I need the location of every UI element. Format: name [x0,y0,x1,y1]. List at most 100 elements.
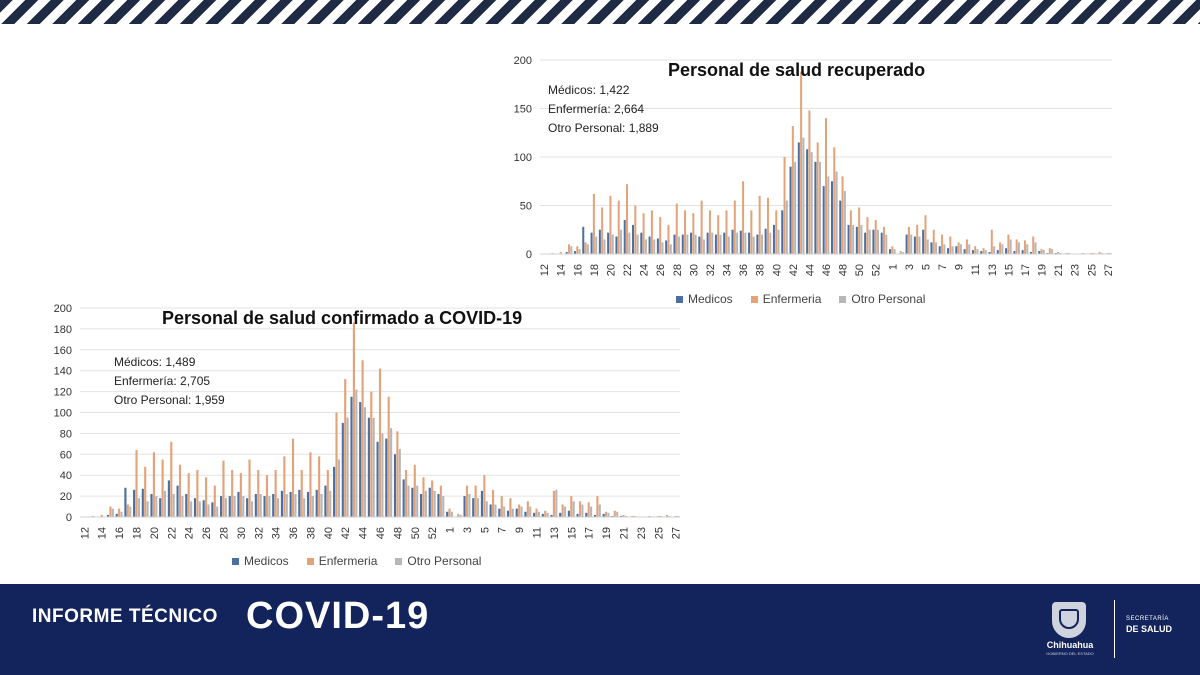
bar-otro-personal [694,234,697,254]
bar-medicos [681,234,684,254]
bar-enfermeria [708,210,711,254]
bar-enfermeria [309,452,312,517]
bar-enfermeria [576,246,579,254]
x-tick-label: 3 [462,527,474,533]
bar-medicos [764,228,767,254]
x-tick-label: 25 [1086,264,1098,276]
annotation-otro: Otro Personal: 1,959 [114,393,225,407]
bar-otro-personal [984,250,987,254]
bar-enfermeria [622,514,625,517]
bar-otro-personal [611,234,614,254]
bar-otro-personal [951,246,954,254]
bar-otro-personal [459,514,462,517]
bar-enfermeria [791,125,794,255]
bar-otro-personal [563,506,567,517]
bar-medicos [350,396,353,517]
x-tick-label: 48 [392,527,404,539]
x-tick-label: 42 [788,264,800,276]
bar-enfermeria [535,508,538,517]
bar-enfermeria [684,210,687,254]
bar-enfermeria [291,438,295,517]
legend-label-enfermeria: Enfermeria [762,292,822,306]
bar-otro-personal [769,232,772,254]
bar-enfermeria [841,176,844,254]
bar-enfermeria [152,452,155,517]
informe-tecnico-label: INFORME TÉCNICO [32,606,218,627]
bar-medicos [480,490,483,517]
legend-label-otro: Otro Personal [851,292,926,306]
bar-otro-personal [424,490,427,517]
bar-enfermeria [874,220,877,254]
bar-otro-personal [381,433,384,517]
bar-otro-personal [372,417,375,517]
bar-enfermeria [899,251,902,254]
bar-medicos [367,417,370,517]
bar-otro-personal [1009,239,1012,254]
y-tick-label: 60 [60,449,72,461]
bar-otro-personal [572,501,575,517]
bar-medicos [938,246,941,254]
bar-otro-personal [668,515,671,517]
y-tick-label: 0 [526,249,532,261]
legend-swatch-otro [395,557,403,565]
legend-swatch-enfermeria [750,295,758,303]
bar-medicos [996,250,999,254]
bar-enfermeria [674,515,677,517]
bar-medicos [582,226,585,254]
x-tick-label: 30 [688,264,700,276]
x-tick-label: 12 [539,264,551,276]
bar-medicos [533,512,536,517]
annotation-enfermeria: Enfermería: 2,705 [114,374,211,388]
bar-medicos [830,181,833,254]
bar-enfermeria [1007,234,1010,254]
bar-otro-personal [677,515,680,517]
bar-medicos [648,236,651,254]
bar-medicos [376,441,379,517]
bar-otro-personal [198,501,201,517]
bar-enfermeria [626,184,629,254]
y-tick-label: 20 [60,491,72,503]
bar-enfermeria [578,501,582,517]
bar-enfermeria [587,502,590,517]
bar-otro-personal [686,234,689,254]
bar-enfermeria [634,205,637,254]
bar-medicos [167,480,170,517]
bar-otro-personal [390,428,393,517]
bar-enfermeria [552,490,555,517]
bar-otro-personal [868,229,871,254]
bar-otro-personal [233,496,236,517]
bar-medicos [623,220,626,254]
bar-medicos [385,438,388,517]
bar-enfermeria [213,485,216,517]
bar-medicos [988,252,991,254]
x-tick-label: 1 [445,527,457,533]
bar-otro-personal [968,244,971,254]
bar-enfermeria [941,234,944,254]
bar-medicos [880,232,883,254]
bar-otro-personal [537,511,540,517]
bar-otro-personal [520,506,523,517]
bar-medicos [889,249,892,254]
y-tick-label: 40 [60,470,72,482]
x-tick-label: 19 [1037,264,1049,276]
bar-medicos [872,229,875,254]
x-tick-label: 50 [410,527,422,539]
shield-emblem [1059,609,1079,629]
bar-medicos [1038,251,1041,254]
bar-medicos [446,511,449,517]
bar-medicos [620,515,623,517]
legend-item-otro: Otro Personal [839,292,925,306]
bar-otro-personal [595,236,598,254]
bar-medicos [576,513,579,517]
bar-enfermeria [1040,249,1043,254]
bar-enfermeria [265,475,269,517]
bar-medicos [1005,248,1008,254]
bar-otro-personal [129,506,132,517]
bar-medicos [980,251,983,254]
bar-medicos [515,508,518,517]
bar-medicos [106,514,110,517]
bar-medicos [567,510,570,517]
x-tick-label: 5 [920,264,932,270]
bar-enfermeria [335,412,338,517]
bar-otro-personal [1001,244,1004,254]
